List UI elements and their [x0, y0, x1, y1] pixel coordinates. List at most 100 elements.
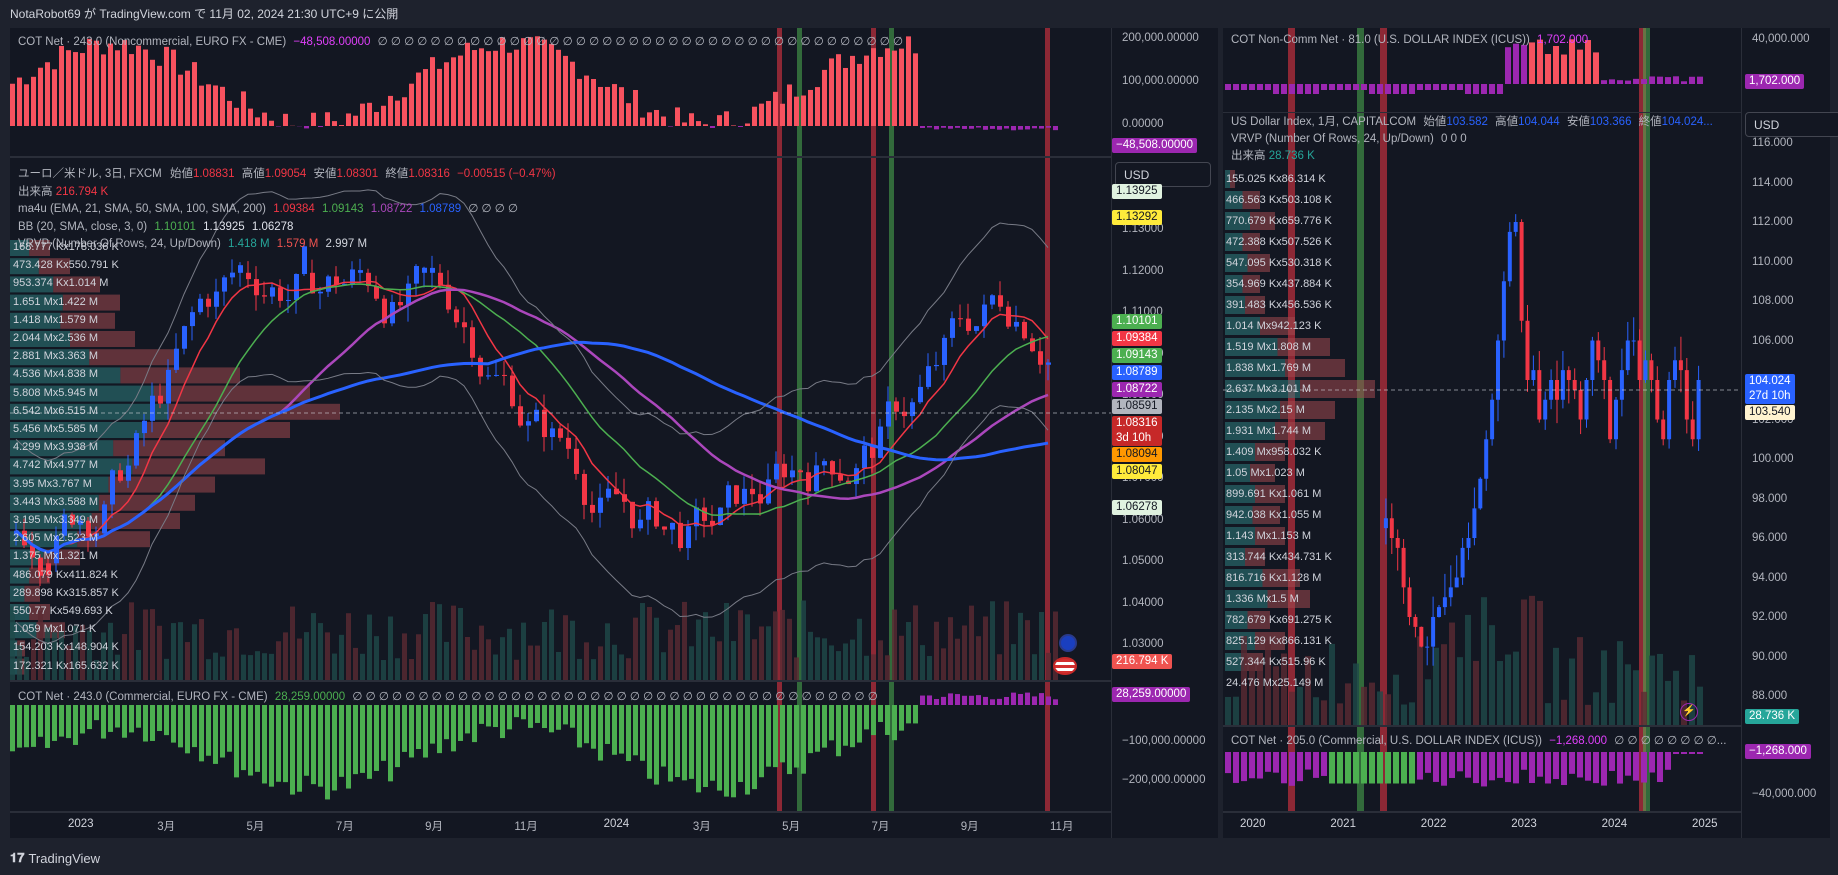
cot-bar: [563, 55, 568, 127]
volume-bar: [402, 633, 407, 680]
cot-bar: [885, 705, 890, 735]
cot-bar: [899, 48, 904, 127]
volume-bar: [318, 623, 323, 680]
candle-body: [494, 374, 499, 376]
pane-separator[interactable]: [10, 680, 1111, 682]
vp-row-label: 4.536 Mx4.838 M: [13, 368, 98, 381]
vp-row-label: 2.044 Mx2.536 M: [13, 332, 98, 344]
candle-body: [1684, 370, 1689, 420]
right-cot-noncomm-pane[interactable]: [1223, 28, 1741, 112]
cot-bar: [1569, 39, 1575, 84]
volume-bar: [1305, 656, 1311, 725]
pane-separator[interactable]: [10, 156, 1111, 158]
pane-separator[interactable]: [1741, 28, 1742, 838]
volume-bar: [1401, 704, 1407, 725]
vp-row-label: 942.038 Kx1.055 M: [1226, 509, 1322, 521]
volume-bar: [934, 621, 939, 680]
volume-bar: [1337, 703, 1343, 725]
volume-bar: [941, 648, 946, 680]
us-flag-event-icon[interactable]: [1053, 657, 1077, 675]
cot-bar: [416, 705, 421, 750]
cot-bar: [1297, 84, 1303, 94]
event-stripe: [1045, 28, 1050, 813]
candle-body: [286, 299, 291, 301]
time-axis-tick: 2025: [1692, 818, 1718, 830]
volume-bar: [1004, 601, 1009, 680]
candle-body: [1407, 587, 1412, 617]
price-scale-tick: 1.04000: [1122, 596, 1164, 609]
cot-bar: [66, 50, 71, 127]
volume-bar: [1039, 612, 1044, 680]
vrvp-indicator-label[interactable]: VRVP (Number Of Rows, 24, Up/Down): [18, 238, 221, 250]
cot-bar: [731, 125, 736, 126]
volume-bar: [311, 613, 316, 680]
pane-separator[interactable]: [10, 811, 1111, 813]
pane-separator[interactable]: [1223, 112, 1741, 113]
cot-bar: [934, 699, 939, 705]
cot-bar: [696, 121, 701, 126]
volume-bar: [752, 639, 757, 680]
volume-bar: [787, 618, 792, 680]
volume-value: 216.794 K: [55, 185, 109, 198]
vp-down-bar: [1277, 338, 1330, 356]
tradingview-logo[interactable]: 𝟏𝟕 TradingView: [10, 850, 100, 866]
pane-separator[interactable]: [1223, 811, 1741, 813]
cot-bar: [458, 705, 463, 741]
cot-bar: [1441, 752, 1447, 786]
cot-bar: [1625, 752, 1631, 776]
volume-bar: [1521, 599, 1527, 725]
low-value: 1.08301: [336, 168, 379, 180]
cot-bar: [311, 112, 316, 126]
candle-body: [230, 272, 235, 278]
cot-bar: [1497, 84, 1503, 94]
cot-bar: [486, 705, 491, 727]
left-time-axis[interactable]: [10, 813, 1111, 838]
symbol-title[interactable]: US Dollar Index, 1月, CAPITALCOM: [1231, 116, 1417, 128]
volume-bar: [808, 631, 813, 680]
candle-body: [1560, 370, 1565, 400]
candle-body: [502, 374, 507, 376]
cot-bar: [1641, 752, 1647, 783]
vp-row-label: 1.418 Mx1.579 M: [13, 313, 98, 326]
volume-bar: [269, 653, 274, 680]
right-time-axis[interactable]: [1223, 813, 1741, 838]
pane-separator[interactable]: [1223, 725, 1741, 727]
price-scale-tick: 100.000: [1752, 453, 1794, 465]
left-currency-selector[interactable]: USD: [1115, 162, 1211, 187]
candle-body: [534, 409, 539, 422]
cot-bar: [1673, 76, 1679, 84]
cot-bar: [185, 705, 190, 754]
cot-bar: [570, 61, 575, 127]
cot-bar: [1046, 696, 1051, 705]
cot-bar: [1305, 84, 1311, 94]
legend-dots: ∅ ∅ ∅ ∅ ∅ ∅ ∅ ∅...: [1614, 735, 1727, 747]
vp-down-bar: [60, 312, 115, 329]
cot-bar: [353, 115, 358, 126]
cot-bar: [206, 705, 211, 756]
cot-bar: [255, 705, 260, 772]
lightning-icon[interactable]: ⚡: [1680, 703, 1698, 721]
brand-name: TradingView: [28, 850, 101, 866]
right-price-scale[interactable]: [1742, 28, 1830, 838]
cot-bar: [990, 699, 995, 705]
candle-body: [710, 520, 715, 526]
cot-bar: [724, 705, 729, 797]
vp-up-bar: [1225, 443, 1255, 461]
vrvp-indicator-label[interactable]: VRVP (Number Of Rows, 24, Up/Down): [1231, 133, 1434, 145]
vp-down-bar: [43, 549, 80, 566]
volume-bar: [129, 602, 134, 680]
pane-separator[interactable]: [1111, 28, 1112, 838]
eu-flag-event-icon[interactable]: [1059, 634, 1077, 652]
ma-indicator-label[interactable]: ma4u (EMA, 21, SMA, 50, SMA, 100, SMA, 2…: [18, 203, 266, 215]
symbol-title[interactable]: ユーロ／米ドル, 3日, FXCM: [18, 168, 162, 180]
bb-indicator-label[interactable]: BB (20, SMA, close, 3, 0): [18, 220, 148, 233]
cot-bar: [787, 705, 792, 775]
volume-bar: [1473, 660, 1479, 725]
cot-bar: [108, 705, 113, 732]
left-cot-top-legend: COT Net · 243.0 (Noncommercial, EURO FX …: [18, 34, 903, 48]
volume-bar: [1457, 657, 1463, 725]
volume-bar: [584, 642, 589, 680]
right-currency-selector[interactable]: USD: [1745, 112, 1838, 137]
volume-bar: [731, 641, 736, 680]
cot-bar: [444, 705, 449, 740]
